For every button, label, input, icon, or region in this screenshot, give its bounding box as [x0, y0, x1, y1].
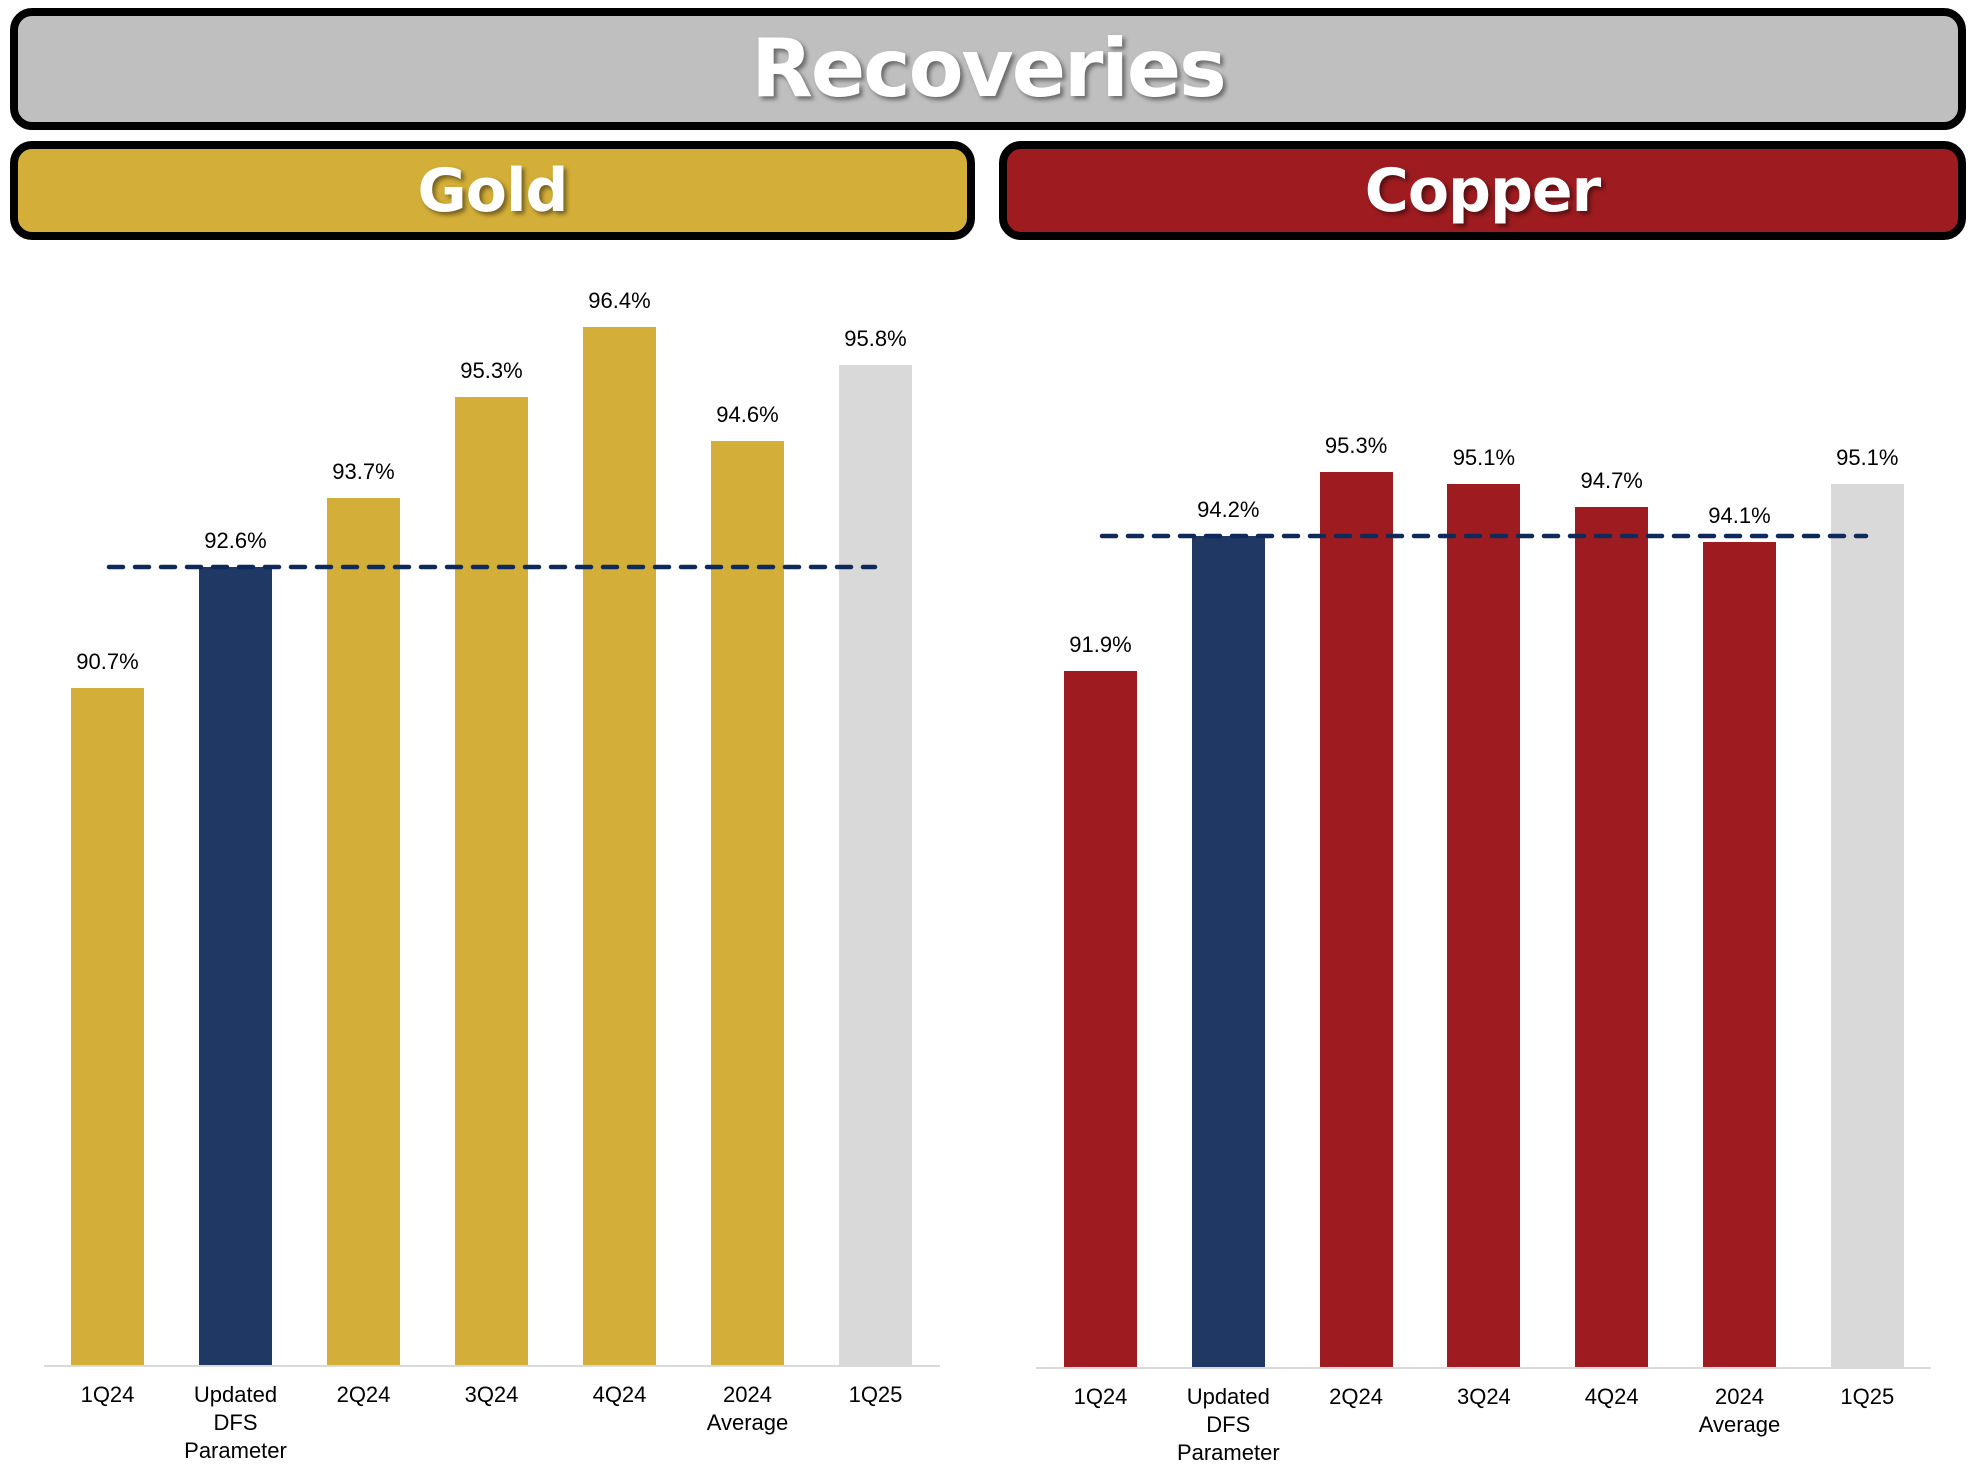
data-label: 95.3%: [1324, 432, 1388, 458]
data-label: 95.8%: [844, 325, 907, 351]
data-label: 91.9%: [1069, 631, 1132, 657]
category-label: 4Q24: [592, 1382, 647, 1407]
data-label: 92.6%: [204, 528, 267, 554]
category-label: 2Q24: [1329, 1384, 1383, 1409]
bar-1q25: [1830, 483, 1904, 1367]
bar-4q24: [583, 326, 656, 1365]
page-title: Recoveries: [751, 21, 1226, 115]
bar-3q24: [455, 396, 528, 1365]
bar-updated-dfs-parameter: [199, 567, 272, 1365]
gold-banner: Gold: [10, 141, 975, 240]
category-label: 1Q25: [1840, 1384, 1895, 1409]
category-label: 4Q24: [1584, 1384, 1639, 1409]
bar-3q24: [1447, 483, 1521, 1367]
gold-panel-title: Gold: [417, 155, 569, 226]
category-label: Updated DFS Parameter: [1176, 1384, 1280, 1465]
bar-updated-dfs-parameter: [1191, 536, 1265, 1367]
x-axis-line: [44, 1365, 940, 1367]
data-label: 94.7%: [1580, 468, 1643, 494]
category-label: Updated DFS Parameter: [184, 1382, 287, 1463]
bar-2q24: [327, 497, 400, 1365]
data-label: 90.7%: [76, 648, 139, 674]
category-label: 1Q25: [848, 1382, 903, 1407]
data-label: 95.1%: [1452, 444, 1516, 470]
data-label: 93.7%: [332, 458, 395, 484]
gold-recovery-chart: 90.7% 1Q24 92.6% Updated DFS Parameter 93.7%…: [0, 250, 980, 1477]
category-label: 2Q24: [336, 1382, 391, 1407]
category-label: 2024 Average: [1698, 1384, 1781, 1437]
bar-1q24: [1064, 670, 1137, 1367]
bar-1q24: [71, 687, 144, 1365]
data-label: 94.2%: [1197, 497, 1260, 523]
bar-2024-average: [711, 440, 784, 1365]
copper-panel-title: Copper: [1364, 155, 1601, 226]
bar-2024-average: [1703, 542, 1776, 1367]
copper-recovery-chart: 91.9% 1Q24 94.2% Updated DFS Parameter 95.3%…: [990, 250, 1978, 1477]
category-label: 1Q24: [80, 1382, 135, 1407]
copper-banner: Copper: [999, 141, 1966, 240]
bar-1q25: [839, 364, 912, 1365]
data-label: 96.4%: [588, 287, 651, 313]
bar-4q24: [1575, 507, 1649, 1367]
title-banner: Recoveries: [10, 8, 1966, 130]
category-label: 3Q24: [1456, 1384, 1511, 1409]
data-label: 95.1%: [1836, 444, 1899, 470]
category-label: 1Q24: [1073, 1384, 1128, 1409]
data-label: 95.3%: [460, 357, 523, 383]
data-label: 94.6%: [716, 401, 779, 427]
category-label: 3Q24: [464, 1382, 519, 1407]
bar-2q24: [1319, 471, 1393, 1367]
data-label: 94.1%: [1708, 503, 1771, 529]
category-label: 2024 Average: [706, 1382, 789, 1435]
x-axis-line: [1036, 1367, 1931, 1369]
